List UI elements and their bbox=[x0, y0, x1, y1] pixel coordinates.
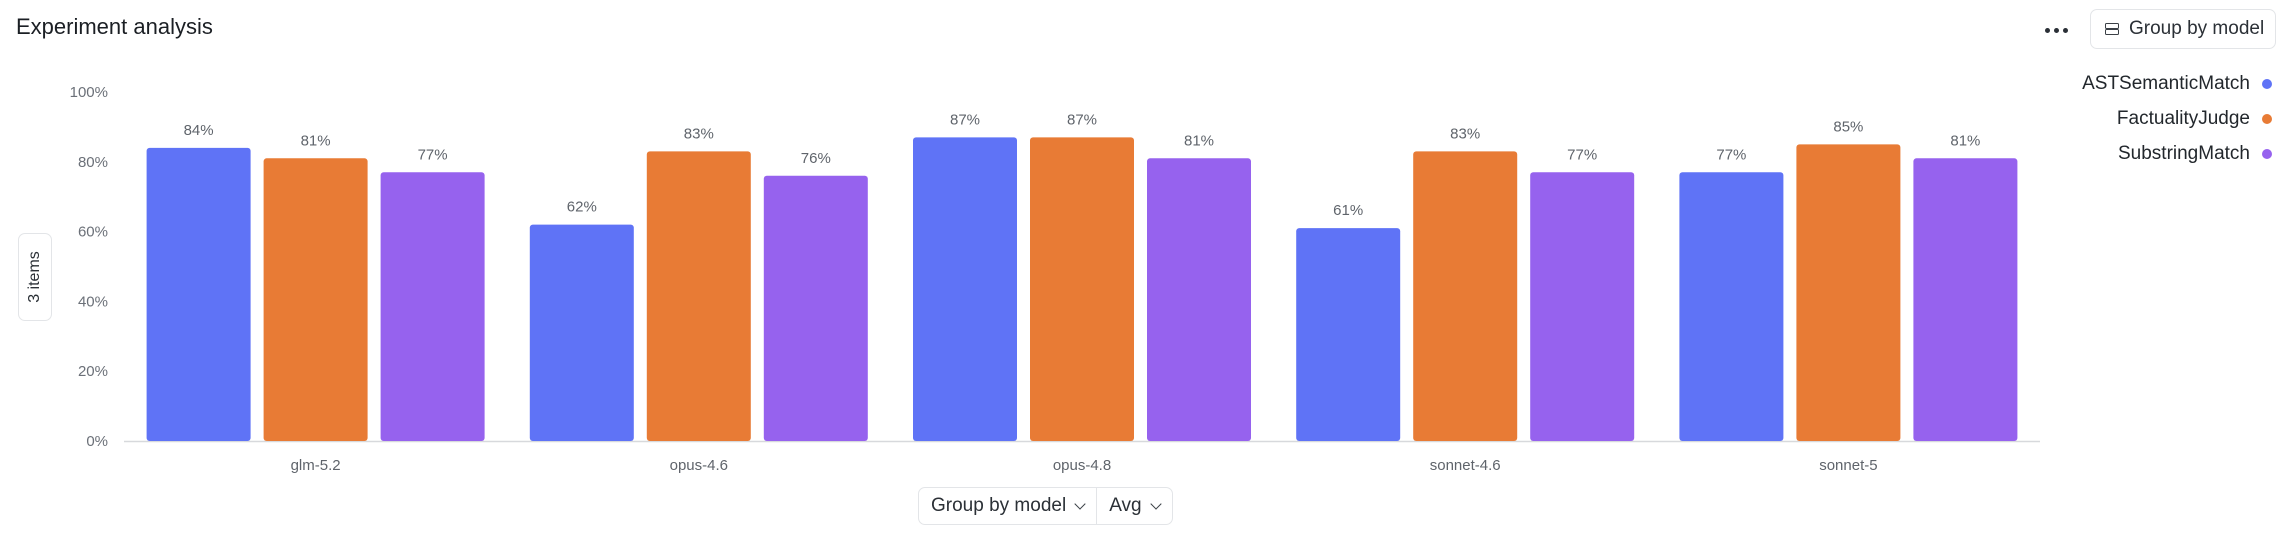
data-label: 77% bbox=[418, 146, 448, 163]
legend-label: SubstringMatch bbox=[2117, 142, 2250, 164]
legend-item[interactable]: ASTSemanticMatch bbox=[2082, 66, 2272, 101]
bar bbox=[1796, 144, 1901, 441]
group-by-model-label: Group by model bbox=[2129, 18, 2265, 39]
bar bbox=[646, 151, 751, 441]
y-tick-label: 100% bbox=[70, 84, 108, 101]
data-label: 76% bbox=[801, 150, 831, 167]
y-tick-label: 40% bbox=[78, 293, 108, 310]
data-label: 83% bbox=[684, 125, 714, 142]
y-tick-label: 0% bbox=[86, 433, 108, 450]
y-tick-label: 60% bbox=[78, 224, 108, 241]
bar bbox=[1147, 158, 1251, 441]
data-label: 62% bbox=[567, 199, 597, 216]
legend-item[interactable]: FactualityJudge bbox=[2082, 101, 2272, 136]
x-tick-label: opus-4.8 bbox=[1053, 457, 1111, 474]
legend-dot bbox=[2262, 148, 2272, 159]
bar bbox=[529, 224, 634, 441]
bar bbox=[380, 172, 485, 441]
data-label: 81% bbox=[1184, 132, 1214, 149]
y-tick-label: 80% bbox=[78, 154, 108, 171]
data-label: 77% bbox=[1567, 146, 1597, 163]
chevron-down-icon bbox=[1149, 497, 1162, 510]
data-label: 61% bbox=[1333, 202, 1363, 219]
chart-legend: ASTSemanticMatch FactualityJudge Substri… bbox=[2082, 66, 2272, 171]
data-label: 84% bbox=[184, 122, 214, 139]
bar bbox=[146, 147, 251, 441]
chevron-down-icon bbox=[1074, 497, 1086, 510]
bar bbox=[1296, 228, 1401, 441]
page-title: Experiment analysis bbox=[16, 14, 213, 39]
legend-label: ASTSemanticMatch bbox=[2082, 72, 2250, 94]
more-horizontal-icon bbox=[2044, 27, 2050, 33]
bar bbox=[1030, 137, 1134, 441]
x-tick-label: glm-5.2 bbox=[291, 457, 341, 474]
data-label: 87% bbox=[950, 111, 980, 128]
legend-item[interactable]: SubstringMatch bbox=[2082, 136, 2272, 171]
data-label: 87% bbox=[1067, 111, 1097, 128]
group-by-dropdown[interactable]: Group by model bbox=[919, 488, 1096, 524]
data-label: 77% bbox=[1716, 146, 1746, 163]
x-tick-label: sonnet-5 bbox=[1819, 457, 1877, 474]
group-by-model-button[interactable]: Group by model bbox=[2090, 9, 2276, 49]
bar bbox=[263, 158, 368, 441]
more-options-button[interactable] bbox=[2036, 16, 2076, 44]
bar bbox=[1413, 151, 1518, 441]
stack-icon bbox=[2105, 23, 2119, 35]
aggregation-dropdown[interactable]: Avg bbox=[1096, 488, 1171, 524]
data-label: 83% bbox=[1450, 125, 1480, 142]
bar bbox=[1530, 172, 1635, 441]
data-label: 81% bbox=[1950, 132, 1980, 149]
group-by-dropdown-label: Group by model bbox=[931, 495, 1067, 516]
x-tick-label: sonnet-4.6 bbox=[1430, 457, 1501, 474]
y-tick-label: 20% bbox=[78, 363, 108, 380]
legend-label: FactualityJudge bbox=[2116, 107, 2250, 129]
chart-controls: Group by model Avg bbox=[918, 487, 1173, 525]
legend-dot bbox=[2262, 113, 2272, 124]
bar bbox=[763, 175, 868, 441]
data-label: 85% bbox=[1833, 118, 1863, 135]
x-tick-label: opus-4.6 bbox=[670, 457, 728, 474]
items-count-tab[interactable]: 3 items bbox=[18, 233, 52, 321]
aggregation-dropdown-label: Avg bbox=[1109, 495, 1142, 516]
bar bbox=[913, 137, 1017, 441]
bar bbox=[1913, 158, 2018, 441]
data-label: 81% bbox=[301, 132, 331, 149]
bar bbox=[1679, 172, 1784, 441]
legend-dot bbox=[2262, 78, 2272, 89]
